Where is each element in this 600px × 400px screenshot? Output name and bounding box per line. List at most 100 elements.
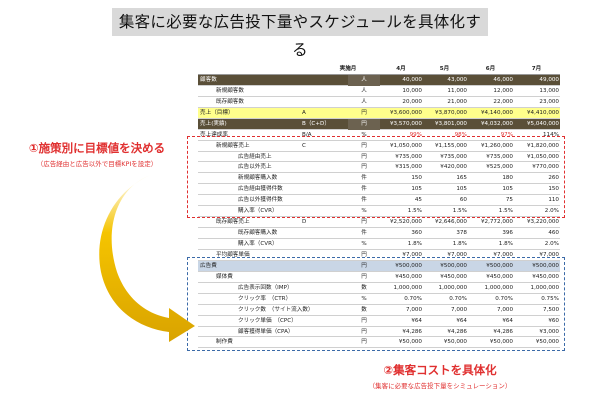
row-value: ¥500,000 bbox=[532, 262, 559, 269]
row-value: ¥3,600,000 bbox=[389, 109, 422, 116]
row-label: 広告費 bbox=[200, 262, 217, 269]
row-value: 13,000 bbox=[539, 87, 559, 94]
table-row: 売上達成率 B/A% 99% 98% 97% 114% bbox=[198, 130, 560, 141]
row-value: 49,000 bbox=[539, 76, 559, 83]
row-label: 既存顧客数 bbox=[216, 98, 244, 105]
row-value: 45 bbox=[414, 197, 422, 204]
table-row: 購入率（CVR）% 1.5% 1.5% 1.5% 2.0% bbox=[198, 206, 560, 218]
row-value: ¥450,000 bbox=[486, 273, 513, 280]
row-value: 105 bbox=[456, 186, 467, 193]
note-cost-title: ②集客コストを具体化 bbox=[383, 363, 497, 377]
row-key: C bbox=[302, 142, 306, 149]
row-value: 1.5% bbox=[452, 208, 467, 215]
header-month: 5月 bbox=[439, 66, 450, 72]
row-unit: % bbox=[361, 241, 367, 247]
row-value: 7,000 bbox=[405, 306, 422, 313]
table-header-row: 実施月 4月 5月 6月 7月 bbox=[198, 64, 560, 75]
row-value: 21,000 bbox=[447, 98, 467, 105]
row-value: 7,500 bbox=[542, 306, 559, 313]
row-value: ¥500,000 bbox=[440, 262, 467, 269]
row-value: 165 bbox=[456, 175, 467, 182]
row-value: 20,000 bbox=[402, 98, 422, 105]
row-value: 46,000 bbox=[493, 76, 513, 83]
row-label: 広告以外売上 bbox=[238, 164, 272, 171]
note-cost: ②集客コストを具体化 （集客に必要な広告投下量をシミュレーション） bbox=[300, 362, 580, 390]
row-value: ¥315,000 bbox=[395, 164, 422, 171]
row-unit: 件 bbox=[361, 197, 367, 204]
kpi-spreadsheet: 実施月 4月 5月 6月 7月 顧客数人 40,000 43,000 46,000 49… bbox=[198, 64, 560, 349]
row-value: ¥4,140,000 bbox=[480, 109, 513, 116]
table-row: 広告以外獲得件数 件 45 60 75 110 bbox=[198, 195, 560, 207]
table-row: 新規顧客購入数 件 150 165 180 260 bbox=[198, 173, 560, 185]
row-value: 98% bbox=[454, 131, 467, 138]
row-key bbox=[302, 86, 346, 97]
row-value: ¥50,000 bbox=[398, 339, 422, 346]
row-label: 平均顧客単価 bbox=[216, 251, 250, 258]
header-month: 4月 bbox=[396, 66, 406, 72]
row-label: 売上(実績) bbox=[200, 120, 227, 127]
row-value: ¥4,286 bbox=[447, 328, 467, 335]
table-row: 広告以外売上 円 ¥315,000 ¥420,000 ¥525,000 ¥770,000 bbox=[198, 162, 560, 174]
row-value: 460 bbox=[548, 230, 559, 237]
row-value: ¥4,032,000 bbox=[480, 120, 513, 127]
row-value: ¥64 bbox=[502, 317, 513, 324]
row-value: 1.8% bbox=[407, 241, 422, 247]
row-value: 0.70% bbox=[449, 295, 467, 302]
row-value: 105 bbox=[502, 186, 513, 193]
row-label: クリック率 （CTR） bbox=[238, 295, 292, 302]
row-label: 広告経由売上 bbox=[238, 153, 272, 160]
row-value: 150 bbox=[548, 186, 559, 193]
row-value: ¥50,000 bbox=[489, 339, 513, 346]
table-row: 顧客数 人 40,000 43,000 46,000 49,000 bbox=[198, 74, 560, 86]
row-label: 制作費 bbox=[216, 339, 233, 346]
note-set-targets: ①施策別に目標値を決める （広告経由と広告以外で目標KPIを設定） bbox=[4, 140, 190, 168]
table-row: 顧客獲得単価（CPA） 円 ¥4,286 ¥4,286 ¥4,286 ¥3,000 bbox=[198, 327, 560, 338]
row-value: 150 bbox=[411, 175, 422, 182]
row-value: 378 bbox=[456, 230, 467, 237]
row-value: ¥2,520,000 bbox=[389, 219, 422, 226]
row-value: ¥500,000 bbox=[395, 262, 422, 269]
row-label: 媒体費 bbox=[216, 273, 233, 280]
row-unit: 円 bbox=[361, 273, 367, 280]
row-label: 広告経由獲得件数 bbox=[238, 186, 283, 193]
page-title: 集客に必要な広告投下量やスケジュールを具体化する bbox=[112, 8, 488, 59]
row-value: 40,000 bbox=[402, 76, 422, 83]
note-set-targets-title: ①施策別に目標値を決める bbox=[28, 141, 166, 155]
row-value: ¥1,050,000 bbox=[389, 142, 422, 149]
row-label: 既存顧客購入数 bbox=[238, 230, 278, 237]
row-key bbox=[302, 228, 346, 239]
row-value: ¥4,410,000 bbox=[526, 109, 559, 116]
row-unit: 円 bbox=[348, 118, 380, 130]
row-value: 12,000 bbox=[493, 87, 513, 94]
row-value: ¥60 bbox=[548, 317, 559, 324]
row-value: ¥1,820,000 bbox=[526, 142, 559, 149]
table-row: クリック数 （サイト流入数） 数 7,000 7,000 7,000 7,500 bbox=[198, 305, 560, 316]
row-label: クリック単価 （CPC） bbox=[238, 317, 297, 324]
row-unit: 円 bbox=[361, 109, 367, 116]
row-value: 1,000,000 bbox=[484, 284, 513, 291]
row-value: ¥525,000 bbox=[486, 164, 513, 171]
row-unit: 人 bbox=[348, 74, 380, 86]
row-label: 新規顧客購入数 bbox=[238, 175, 278, 182]
row-value: 2.0% bbox=[544, 241, 559, 247]
row-value: 260 bbox=[548, 175, 559, 182]
row-unit: 数 bbox=[361, 284, 367, 291]
row-value: 10,000 bbox=[402, 87, 422, 94]
row-value: 1,000,000 bbox=[530, 284, 559, 291]
row-value: 7,000 bbox=[496, 306, 513, 313]
row-unit: 円 bbox=[361, 164, 367, 171]
row-value: ¥420,000 bbox=[440, 164, 467, 171]
row-unit: 件 bbox=[361, 175, 367, 182]
row-value: 105 bbox=[411, 186, 422, 193]
table-row: 新規顧客数 人 10,000 11,000 12,000 13,000 bbox=[198, 86, 560, 97]
table-row: 購入率（CVR）% 1.8% 1.8% 1.8% 2.0% bbox=[198, 239, 560, 250]
row-value: ¥3,870,000 bbox=[434, 109, 467, 116]
cost-section-box bbox=[187, 257, 565, 351]
row-value: ¥450,000 bbox=[532, 273, 559, 280]
row-label: 新規顧客数 bbox=[216, 87, 244, 94]
table-row: 既存顧客売上 D 円 ¥2,520,000 ¥2,646,000 ¥2,772,000 ¥3… bbox=[198, 217, 560, 229]
row-value: ¥500,000 bbox=[486, 262, 513, 269]
row-label: 顧客獲得単価（CPA） bbox=[238, 328, 294, 335]
row-label: クリック数 （サイト流入数） bbox=[238, 306, 312, 313]
row-label: 新規顧客売上 bbox=[216, 142, 250, 149]
